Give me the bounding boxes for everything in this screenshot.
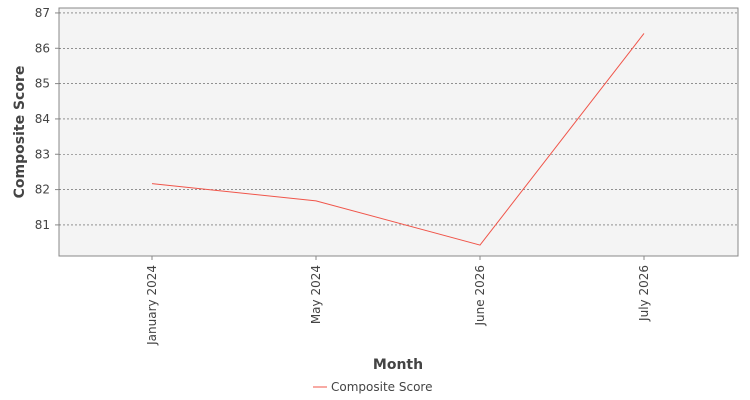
plot-area <box>58 7 739 257</box>
y-tick-label: 86 <box>35 41 50 55</box>
x-tick-label: May 2024 <box>309 265 323 324</box>
x-tick-label: July 2026 <box>637 265 651 322</box>
y-tick-label: 87 <box>35 6 50 20</box>
y-tick-label: 85 <box>35 77 50 91</box>
x-tick-label: June 2026 <box>473 265 487 327</box>
y-tick-label: 84 <box>35 112 50 126</box>
y-tick-label: 82 <box>35 183 50 197</box>
x-tick-label: January 2024 <box>145 265 159 346</box>
y-tick-label: 81 <box>35 218 50 232</box>
legend-label: Composite Score <box>331 380 432 394</box>
line-series <box>151 33 645 246</box>
y-tick-label: 83 <box>35 147 50 161</box>
y-axis-title: Composite Score <box>12 66 28 199</box>
x-axis-title: Month <box>373 357 423 373</box>
